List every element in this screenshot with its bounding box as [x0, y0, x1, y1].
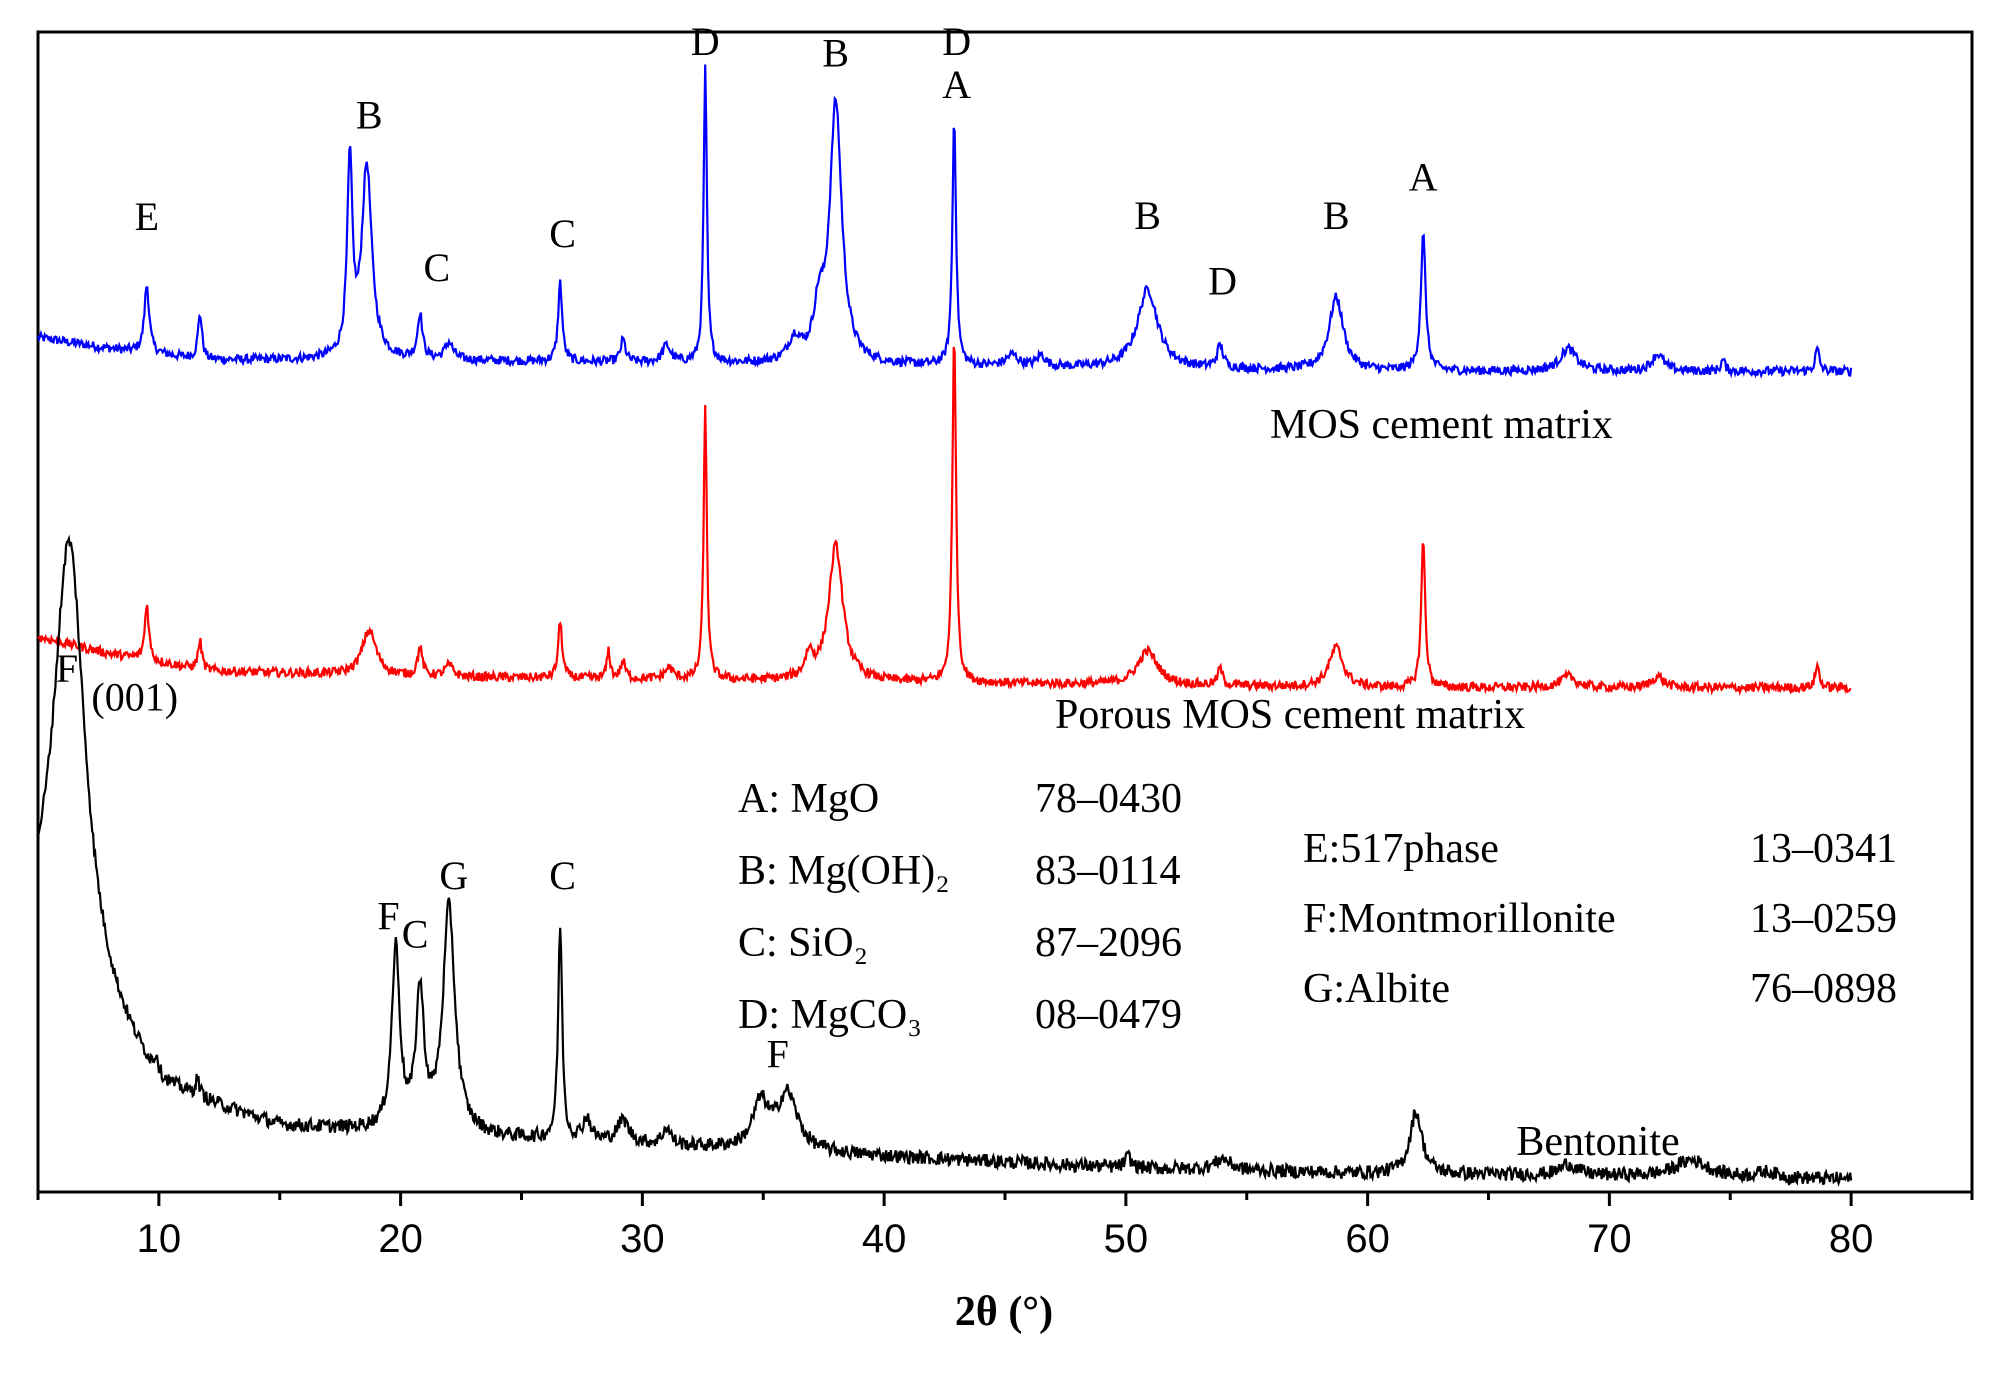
legend-phase-label: D: MgCO₃: [738, 992, 922, 1038]
x-tick-label: 20: [378, 1217, 423, 1261]
legend-pdf-label: 87–2096: [1035, 920, 1182, 966]
peak-label: C: [549, 853, 576, 898]
peak-label: D: [1208, 259, 1237, 304]
series-name-label: MOS cement matrix: [1270, 402, 1613, 448]
x-tick-label: 60: [1345, 1217, 1390, 1261]
peak-label: F: [56, 646, 78, 691]
series-line-1: [37, 346, 1852, 697]
x-tick-label: 40: [862, 1217, 907, 1261]
legend-pdf-label: 78–0430: [1035, 776, 1182, 822]
plot-frame: [36, 30, 1974, 1194]
legend-pdf-label: 83–0114: [1035, 848, 1180, 894]
peak-label: E: [135, 194, 159, 239]
peak-label: F: [767, 1031, 789, 1076]
peak-label: G: [439, 853, 468, 898]
legend-phase-label: G:Albite: [1303, 966, 1450, 1012]
legend-phase-label: F:Montmorillonite: [1303, 896, 1616, 942]
peak-label: D: [942, 19, 971, 64]
peak-label: D: [691, 19, 720, 64]
peak-label: C: [549, 211, 576, 256]
legend-phase-label: A: MgO: [738, 776, 879, 822]
series-group: [36, 64, 1853, 1188]
peak-label: A: [1409, 155, 1438, 200]
x-tick-label: 50: [1104, 1217, 1149, 1261]
x-axis-ticks: 10 20 30 40 50 60 70 80: [36, 1192, 1974, 1261]
series-labels: MOS cement matrix Porous MOS cement matri…: [1055, 402, 1680, 1165]
peak-label: B: [1323, 193, 1350, 238]
series-name-label: Porous MOS cement matrix: [1055, 692, 1525, 738]
peak-label: C: [424, 245, 451, 290]
legend-pdf-label: 76–0898: [1750, 966, 1897, 1012]
legend-pdf-label: 13–0341: [1750, 826, 1897, 872]
phase-legend: A: MgO 78–0430 B: Mg(OH)₂ 83–0114 C: SiO₂ 87–…: [738, 776, 1897, 1038]
peak-label: (001): [91, 674, 178, 719]
x-tick-label: 10: [137, 1217, 182, 1261]
series-line-2: [37, 534, 1853, 1188]
legend-phase-label: B: Mg(OH)₂: [738, 848, 950, 894]
peak-label: B: [1134, 193, 1161, 238]
x-tick-label: 30: [620, 1217, 665, 1261]
peak-label: C: [402, 912, 429, 957]
x-tick-label: 80: [1829, 1217, 1874, 1261]
legend-phase-label: E:517phase: [1303, 826, 1499, 872]
legend-phase-label: C: SiO₂: [738, 920, 868, 966]
legend-pdf-label: 13–0259: [1750, 896, 1897, 942]
peak-label: B: [822, 30, 849, 75]
peak-label: B: [356, 92, 383, 137]
legend-pdf-label: 08–0479: [1035, 992, 1182, 1038]
series-name-label: Bentonite: [1516, 1119, 1679, 1165]
series-line-0: [36, 64, 1853, 379]
x-axis-title: 2θ (°): [955, 1289, 1053, 1335]
peak-label: A: [942, 62, 971, 107]
peak-label: F: [377, 894, 399, 939]
x-tick-label: 70: [1587, 1217, 1632, 1261]
